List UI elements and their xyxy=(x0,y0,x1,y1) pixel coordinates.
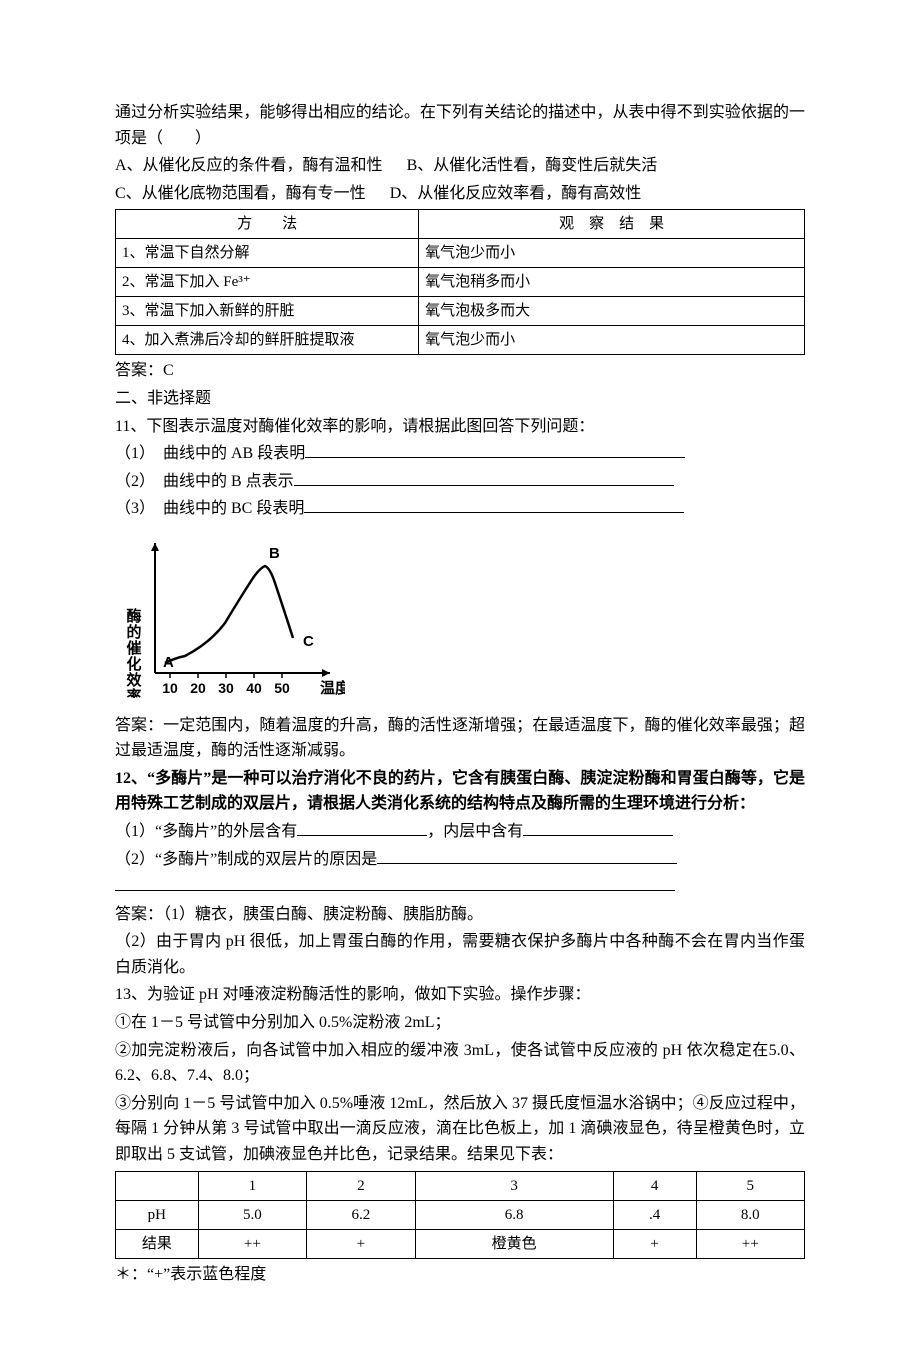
answer-11: 答案：一定范围内，随着温度的升高，酶的活性逐渐增强；在最适温度下，酶的催化效率最… xyxy=(115,713,805,764)
footnote: ＊：“+”表示蓝色程度 xyxy=(115,1262,805,1288)
t2-h3: 3 xyxy=(415,1171,613,1200)
answer-10: 答案：C xyxy=(115,358,805,384)
t2-h2: 2 xyxy=(307,1171,415,1200)
t1-r4c2: 氧气泡少而小 xyxy=(419,326,805,355)
svg-text:50: 50 xyxy=(274,680,290,696)
t2-r2c0: 结果 xyxy=(116,1229,199,1258)
t1-r1c1: 1、常温下自然分解 xyxy=(116,239,419,268)
answer-12-l1: 答案：（1）糖衣，胰蛋白酶、胰淀粉酶、胰脂肪酶。 xyxy=(115,902,805,928)
t2-r1c5: 8.0 xyxy=(696,1200,804,1229)
q13-s1: ①在 1－5 号试管中分别加入 0.5%淀粉液 2mL； xyxy=(115,1010,805,1036)
t2-r1c4: .4 xyxy=(613,1200,696,1229)
q11-p1: （1） 曲线中的 AB 段表明 xyxy=(115,441,805,467)
ph-result-table: 1 2 3 4 5 pH 5.0 6.2 6.8 .4 8.0 结果 ++ + … xyxy=(115,1171,805,1259)
chart-svg: 10 20 30 40 50 温度 酶的催化效率 A B C xyxy=(115,528,345,698)
svg-text:30: 30 xyxy=(218,680,234,696)
opt-b: B、从催化活性看，酶变性后就失活 xyxy=(407,157,658,174)
enzyme-chart: 10 20 30 40 50 温度 酶的催化效率 A B C xyxy=(115,528,805,707)
t2-r2: 结果 ++ + 橙黄色 + ++ xyxy=(116,1229,805,1258)
blank xyxy=(294,485,674,486)
svg-text:温度: 温度 xyxy=(320,679,345,697)
t2-head: 1 2 3 4 5 xyxy=(116,1171,805,1200)
t2-r2c3: 橙黄色 xyxy=(415,1229,613,1258)
q12-blank-line xyxy=(115,874,805,900)
opt-c: C、从催化底物范围看，酶有专一性 xyxy=(115,185,366,202)
q13-s3: ③分别向 1－5 号试管中加入 0.5%唾液 12mL，然后放入 37 摄氏度恒… xyxy=(115,1091,805,1168)
q10-stem: 通过分析实验结果，能够得出相应的结论。在下列有关结论的描述中，从表中得不到实验依… xyxy=(115,100,805,151)
t1-h2: 观 察 结 果 xyxy=(419,210,805,239)
t2-r1c1: 5.0 xyxy=(198,1200,306,1229)
section-2-heading: 二、非选择题 xyxy=(115,386,805,412)
opt-d: D、从催化反应效率看，酶有高效性 xyxy=(390,185,642,202)
t1-r4c1: 4、加入煮沸后冷却的鲜肝脏提取液 xyxy=(116,326,419,355)
t1-r1c2: 氧气泡少而小 xyxy=(419,239,805,268)
t2-h1: 1 xyxy=(198,1171,306,1200)
t2-r2c4: + xyxy=(613,1229,696,1258)
blank xyxy=(297,835,427,836)
svg-text:酶的催化效率: 酶的催化效率 xyxy=(125,607,142,698)
svg-text:C: C xyxy=(303,633,314,650)
t2-h5: 5 xyxy=(696,1171,804,1200)
t2-r1c2: 6.2 xyxy=(307,1200,415,1229)
t1-r3c2: 氧气泡极多而大 xyxy=(419,297,805,326)
t2-r2c2: + xyxy=(307,1229,415,1258)
t1-r2c1: 2、常温下加入 Fe³⁺ xyxy=(116,268,419,297)
q12-p1: （1）“多酶片”的外层含有，内层中含有 xyxy=(115,819,805,845)
q11-p2: （2） 曲线中的 B 点表示 xyxy=(115,469,805,495)
svg-text:40: 40 xyxy=(246,680,262,696)
answer-12-l2: （2）由于胃内 pH 很低，加上胃蛋白酶的作用，需要糖衣保护多酶片中各种酶不会在… xyxy=(115,929,805,980)
t2-r1c3: 6.8 xyxy=(415,1200,613,1229)
blank xyxy=(377,863,677,864)
q11-stem: 11、下图表示温度对酶催化效率的影响，请根据此图回答下列问题： xyxy=(115,414,805,440)
blank xyxy=(305,457,685,458)
experiment-table: 方 法 观 察 结 果 1、常温下自然分解 氧气泡少而小 2、常温下加入 Fe³… xyxy=(115,209,805,355)
t2-r2c5: ++ xyxy=(696,1229,804,1258)
q11-p3: （3） 曲线中的 BC 段表明 xyxy=(115,496,805,522)
svg-text:B: B xyxy=(269,545,280,562)
svg-text:20: 20 xyxy=(190,680,206,696)
q10-options-ab: A、从催化反应的条件看，酶有温和性 B、从催化活性看，酶变性后就失活 xyxy=(115,153,805,179)
q13-s2: ②加完淀粉液后，向各试管中加入相应的缓冲液 3mL，使各试管中反应液的 pH 依… xyxy=(115,1038,805,1089)
t1-h1: 方 法 xyxy=(116,210,419,239)
blank xyxy=(304,512,684,513)
q10-options-cd: C、从催化底物范围看，酶有专一性 D、从催化反应效率看，酶有高效性 xyxy=(115,181,805,207)
t2-h4: 4 xyxy=(613,1171,696,1200)
t2-h0 xyxy=(116,1171,199,1200)
t2-r1: pH 5.0 6.2 6.8 .4 8.0 xyxy=(116,1200,805,1229)
q13-stem: 13、为验证 pH 对唾液淀粉酶活性的影响，做如下实验。操作步骤： xyxy=(115,982,805,1008)
t2-r2c1: ++ xyxy=(198,1229,306,1258)
svg-text:A: A xyxy=(163,654,174,671)
q12-p2: （2）“多酶片”制成的双层片的原因是 xyxy=(115,847,805,873)
t1-r2c2: 氧气泡稍多而小 xyxy=(419,268,805,297)
q12-stem: 12、“多酶片”是一种可以治疗消化不良的药片，它含有胰蛋白酶、胰淀淀粉酶和胃蛋白… xyxy=(115,766,805,817)
svg-text:10: 10 xyxy=(162,680,178,696)
blank xyxy=(115,890,675,891)
t1-r3c1: 3、常温下加入新鲜的肝脏 xyxy=(116,297,419,326)
opt-a: A、从催化反应的条件看，酶有温和性 xyxy=(115,157,383,174)
t2-r1c0: pH xyxy=(116,1200,199,1229)
blank xyxy=(523,835,673,836)
